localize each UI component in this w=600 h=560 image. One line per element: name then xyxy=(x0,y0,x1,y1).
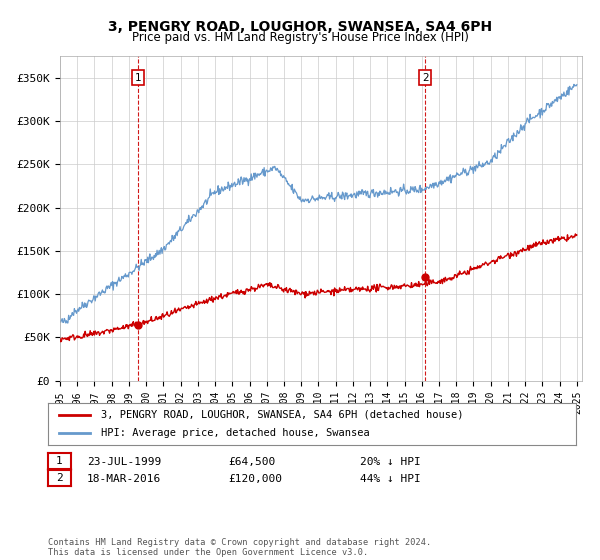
Text: 2: 2 xyxy=(56,473,63,483)
Text: 44% ↓ HPI: 44% ↓ HPI xyxy=(360,474,421,484)
Text: Contains HM Land Registry data © Crown copyright and database right 2024.
This d: Contains HM Land Registry data © Crown c… xyxy=(48,538,431,557)
Text: 1: 1 xyxy=(56,456,63,466)
Text: £120,000: £120,000 xyxy=(228,474,282,484)
Text: 1: 1 xyxy=(135,73,142,83)
Text: 23-JUL-1999: 23-JUL-1999 xyxy=(87,457,161,467)
Text: Price paid vs. HM Land Registry's House Price Index (HPI): Price paid vs. HM Land Registry's House … xyxy=(131,31,469,44)
Text: HPI: Average price, detached house, Swansea: HPI: Average price, detached house, Swan… xyxy=(101,428,370,438)
Text: 2: 2 xyxy=(422,73,429,83)
Text: 3, PENGRY ROAD, LOUGHOR, SWANSEA, SA4 6PH: 3, PENGRY ROAD, LOUGHOR, SWANSEA, SA4 6P… xyxy=(108,20,492,34)
Text: 3, PENGRY ROAD, LOUGHOR, SWANSEA, SA4 6PH (detached house): 3, PENGRY ROAD, LOUGHOR, SWANSEA, SA4 6P… xyxy=(101,410,463,420)
Text: 18-MAR-2016: 18-MAR-2016 xyxy=(87,474,161,484)
Text: 20% ↓ HPI: 20% ↓ HPI xyxy=(360,457,421,467)
Text: £64,500: £64,500 xyxy=(228,457,275,467)
